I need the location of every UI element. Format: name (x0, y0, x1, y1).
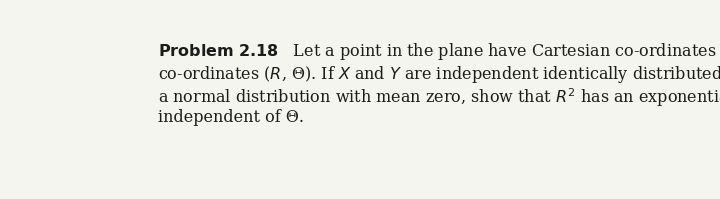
Text: co-ordinates ($R$, Θ). If $X$ and $Y$ are independent identically distributed RV: co-ordinates ($R$, Θ). If $X$ and $Y$ ar… (158, 63, 720, 85)
Text: independent of Θ.: independent of Θ. (158, 109, 304, 126)
Text: $\mathbf{Problem\ 2.18}$   Let a point in the plane have Cartesian co-ordinates : $\mathbf{Problem\ 2.18}$ Let a point in … (158, 41, 720, 62)
Text: a normal distribution with mean zero, show that $R^2$ has an exponential distrib: a normal distribution with mean zero, sh… (158, 86, 720, 109)
